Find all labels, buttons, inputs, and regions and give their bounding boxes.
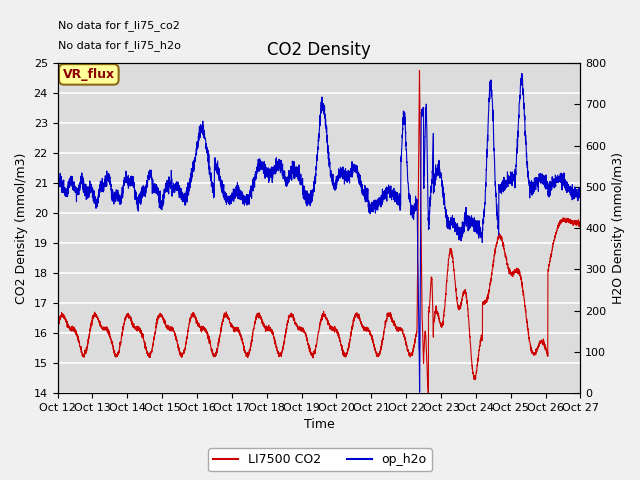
op_h2o [273, 166, 281, 172]
LI7500 CO2 [54, 326, 61, 332]
op_h2o [434, 170, 442, 176]
Y-axis label: H2O Density (mmol/m3): H2O Density (mmol/m3) [612, 152, 625, 304]
op_h2o [577, 185, 584, 191]
Text: No data for f_li75_co2: No data for f_li75_co2 [58, 20, 179, 31]
op_h2o [302, 192, 310, 198]
Legend: LI7500 CO2, op_h2o: LI7500 CO2, op_h2o [209, 448, 431, 471]
LI7500 CO2 [577, 221, 584, 227]
LI7500 CO2 [278, 354, 285, 360]
LI7500 CO2 [424, 390, 432, 396]
op_h2o [416, 389, 424, 395]
Title: CO2 Density: CO2 Density [267, 41, 371, 59]
LI7500 CO2 [561, 218, 568, 224]
LI7500 CO2 [273, 347, 281, 353]
op_h2o [561, 182, 568, 188]
LI7500 CO2 [535, 343, 543, 349]
op_h2o [278, 161, 285, 167]
LI7500 CO2 [434, 312, 442, 317]
LI7500 CO2 [415, 68, 423, 73]
Line: op_h2o: op_h2o [58, 73, 580, 392]
op_h2o [535, 179, 543, 185]
Line: LI7500 CO2: LI7500 CO2 [58, 71, 580, 393]
op_h2o [518, 71, 525, 76]
Y-axis label: CO2 Density (mmol/m3): CO2 Density (mmol/m3) [15, 152, 28, 304]
LI7500 CO2 [302, 332, 310, 337]
Text: VR_flux: VR_flux [63, 68, 115, 81]
op_h2o [54, 187, 61, 192]
X-axis label: Time: Time [303, 419, 334, 432]
Text: No data for f_li75_h2o: No data for f_li75_h2o [58, 40, 180, 51]
